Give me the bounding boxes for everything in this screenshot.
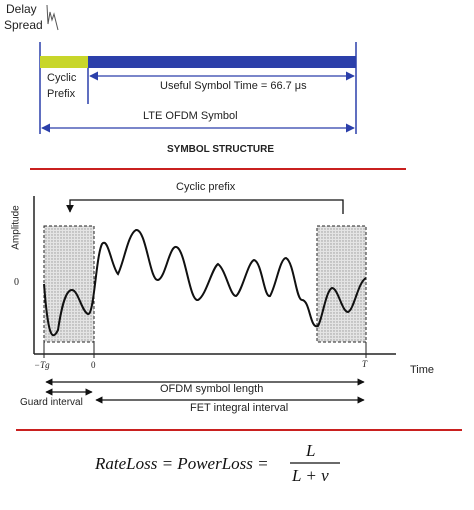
tick-zero-label: 0 bbox=[91, 360, 96, 370]
guard-interval-label: Guard interval bbox=[20, 397, 83, 408]
tick-neg-tg-label: −Tg bbox=[34, 360, 50, 370]
formula-denominator: L + v bbox=[292, 466, 329, 485]
cyclic-prefix-caption: Cyclic prefix bbox=[176, 181, 236, 193]
guard-band-right bbox=[316, 225, 367, 343]
formula-lhs: RateLoss = PowerLoss = bbox=[95, 454, 269, 473]
cyclic-prefix-bar bbox=[40, 56, 88, 68]
tick-t-label: T bbox=[362, 359, 368, 369]
cyclic-prefix-label-line1: Cyclic bbox=[47, 72, 77, 84]
useful-symbol-time-label: Useful Symbol Time = 66.7 μs bbox=[160, 80, 307, 92]
ofdm-symbol-length-label: OFDM symbol length bbox=[160, 383, 264, 395]
amplitude-label: Amplitude bbox=[10, 205, 22, 250]
symbol-structure-title: SYMBOL STRUCTURE bbox=[167, 144, 275, 155]
delay-spread-glyph bbox=[46, 4, 59, 31]
fet-integral-interval-label: FET integral interval bbox=[190, 402, 289, 414]
delay-spread-label-line2: Spread bbox=[4, 18, 43, 32]
lte-ofdm-symbol-label: LTE OFDM Symbol bbox=[143, 110, 238, 122]
waveform bbox=[43, 229, 367, 337]
cyclic-prefix-bracket bbox=[66, 199, 344, 214]
time-axis-label: Time bbox=[410, 364, 435, 376]
delay-spread-label-line1: Delay bbox=[6, 2, 37, 16]
formula-numerator: L bbox=[306, 441, 316, 460]
zero-amplitude-label: 0 bbox=[14, 277, 19, 288]
cyclic-prefix-label-line2: Prefix bbox=[47, 88, 76, 100]
useful-symbol-bar bbox=[88, 56, 356, 68]
guard-band-left bbox=[43, 225, 95, 343]
